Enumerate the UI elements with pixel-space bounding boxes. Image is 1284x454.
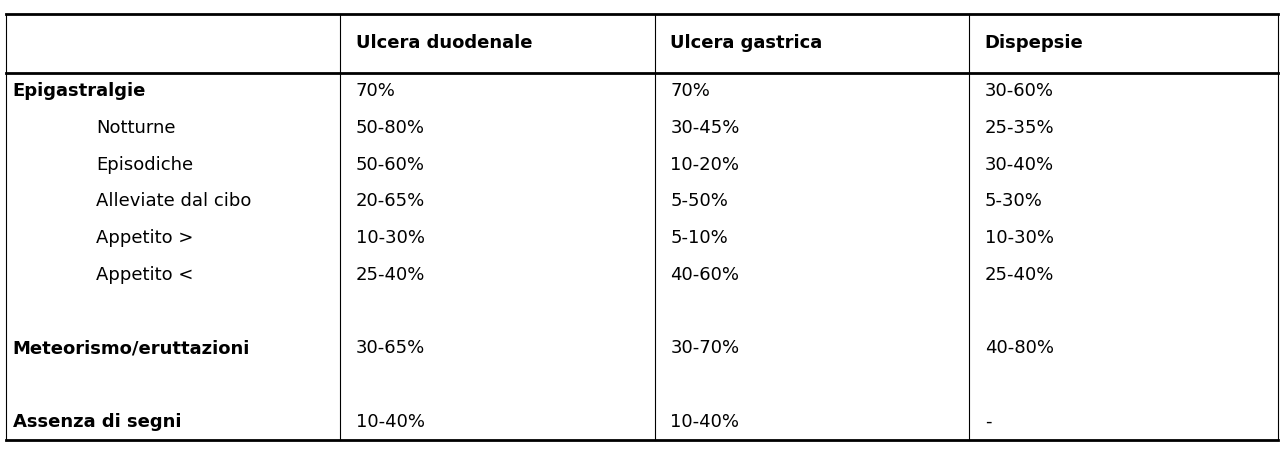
Text: 5-10%: 5-10% <box>670 229 728 247</box>
Text: 25-35%: 25-35% <box>985 119 1054 137</box>
Text: 10-20%: 10-20% <box>670 156 740 173</box>
Text: 30-60%: 30-60% <box>985 82 1054 100</box>
Text: 70%: 70% <box>670 82 710 100</box>
Text: 70%: 70% <box>356 82 395 100</box>
Text: Episodiche: Episodiche <box>96 156 194 173</box>
Text: 10-40%: 10-40% <box>670 413 740 431</box>
Text: 5-30%: 5-30% <box>985 192 1043 210</box>
Text: Dispepsie: Dispepsie <box>985 34 1084 52</box>
Text: Alleviate dal cibo: Alleviate dal cibo <box>96 192 252 210</box>
Text: 50-60%: 50-60% <box>356 156 425 173</box>
Text: Ulcera gastrica: Ulcera gastrica <box>670 34 823 52</box>
Text: Assenza di segni: Assenza di segni <box>13 413 181 431</box>
Text: 25-40%: 25-40% <box>985 266 1054 284</box>
Text: Appetito >: Appetito > <box>96 229 194 247</box>
Text: 30-45%: 30-45% <box>670 119 740 137</box>
Text: 40-80%: 40-80% <box>985 340 1054 357</box>
Text: -: - <box>985 413 991 431</box>
Text: 50-80%: 50-80% <box>356 119 425 137</box>
Text: 40-60%: 40-60% <box>670 266 740 284</box>
Text: 20-65%: 20-65% <box>356 192 425 210</box>
Text: 10-30%: 10-30% <box>985 229 1054 247</box>
Text: 5-50%: 5-50% <box>670 192 728 210</box>
Text: Appetito <: Appetito < <box>96 266 194 284</box>
Text: 25-40%: 25-40% <box>356 266 425 284</box>
Text: 10-30%: 10-30% <box>356 229 425 247</box>
Text: Notturne: Notturne <box>96 119 176 137</box>
Text: 30-70%: 30-70% <box>670 340 740 357</box>
Text: 30-40%: 30-40% <box>985 156 1054 173</box>
Text: Ulcera duodenale: Ulcera duodenale <box>356 34 532 52</box>
Text: Epigastralgie: Epigastralgie <box>13 82 146 100</box>
Text: 10-40%: 10-40% <box>356 413 425 431</box>
Text: Meteorismo/eruttazioni: Meteorismo/eruttazioni <box>13 340 250 357</box>
Text: 30-65%: 30-65% <box>356 340 425 357</box>
